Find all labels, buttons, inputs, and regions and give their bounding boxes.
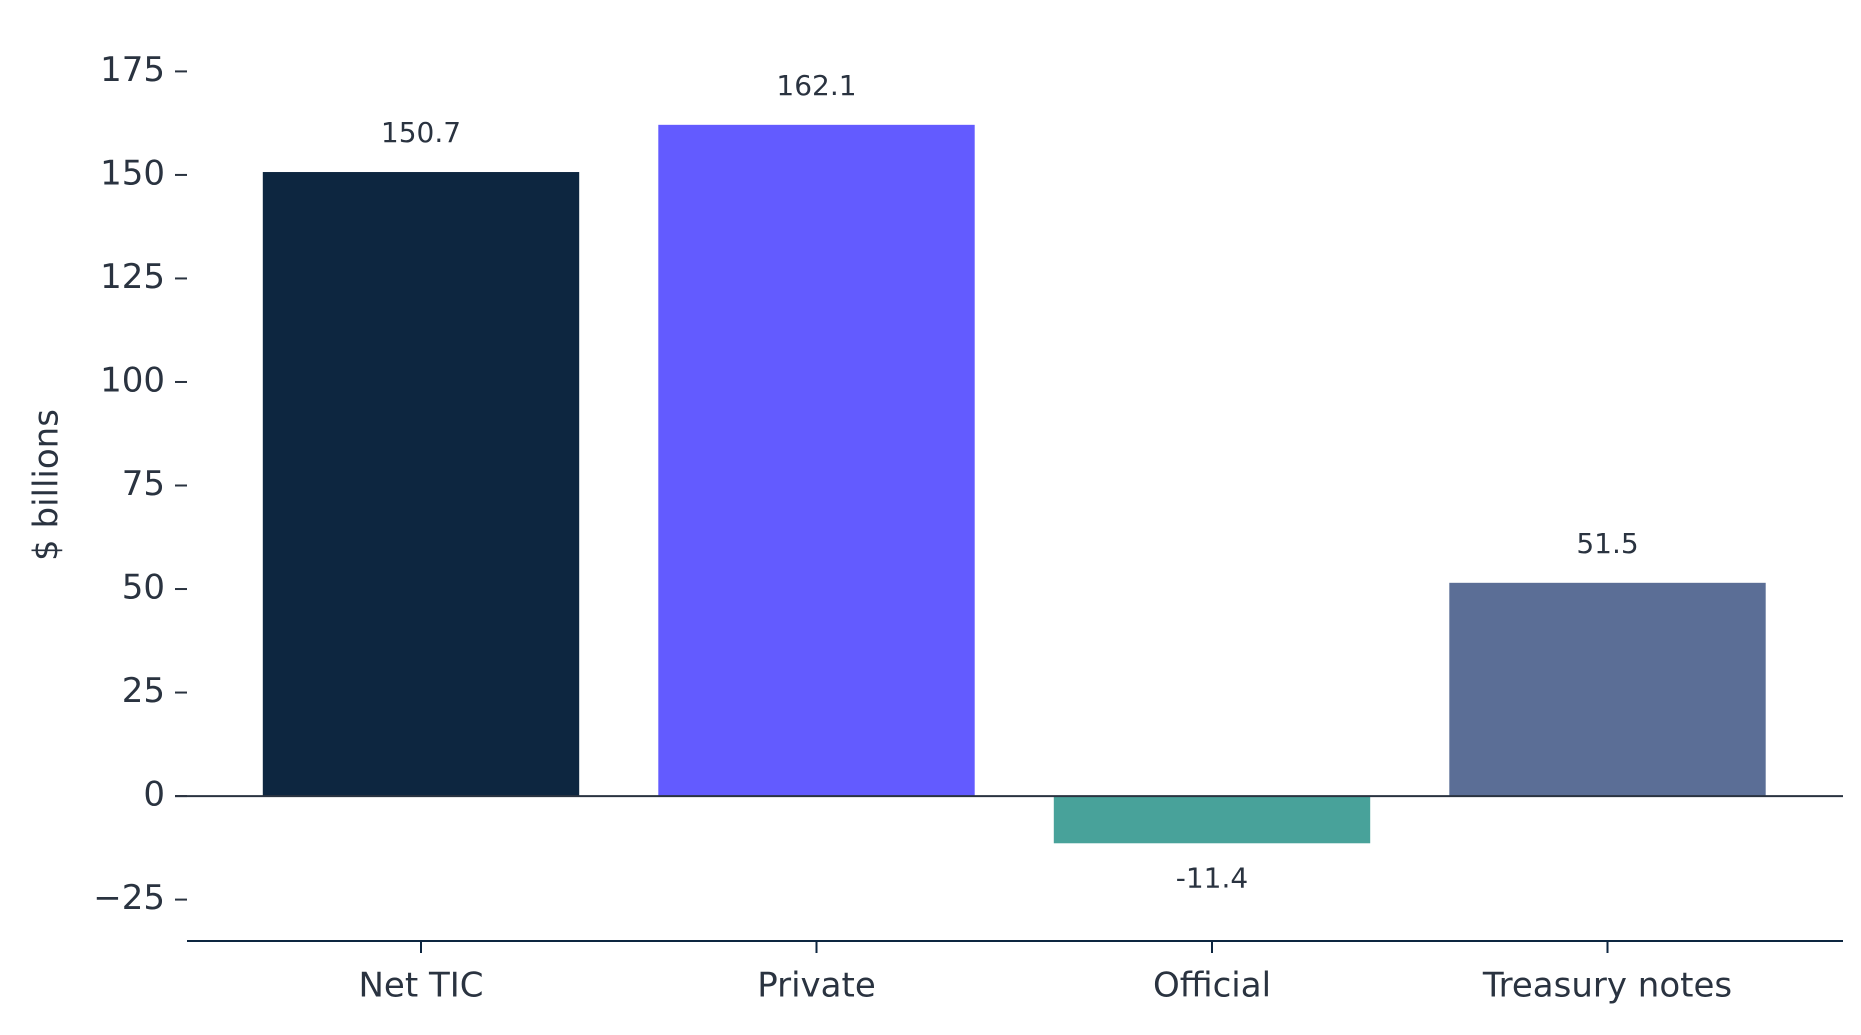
y-tick-label: 175 [100, 50, 165, 90]
y-tick-label: 150 [100, 153, 165, 193]
y-tick-label: 100 [100, 360, 165, 400]
bar [658, 124, 975, 797]
value-label: 150.7 [381, 116, 461, 149]
y-tick-label: 75 [122, 464, 165, 504]
y-tick-label: 125 [100, 257, 165, 297]
y-tick-label: 25 [122, 671, 165, 711]
y-tick-label: −25 [93, 878, 165, 918]
bar [262, 172, 580, 797]
x-tick-label: Net TIC [358, 966, 483, 1006]
y-tick-label: 0 [143, 775, 165, 815]
value-label: 162.1 [776, 69, 856, 102]
bar [1449, 582, 1766, 797]
y-tick-label: 50 [122, 568, 165, 608]
y-axis-label: $ billions [27, 409, 67, 561]
x-tick-label: Treasury notes [1482, 966, 1732, 1006]
x-tick-label: Official [1153, 966, 1271, 1006]
bar [1053, 796, 1371, 844]
x-tick-label: Private [757, 966, 876, 1006]
value-label: -11.4 [1176, 861, 1248, 894]
value-label: 51.5 [1576, 527, 1638, 560]
